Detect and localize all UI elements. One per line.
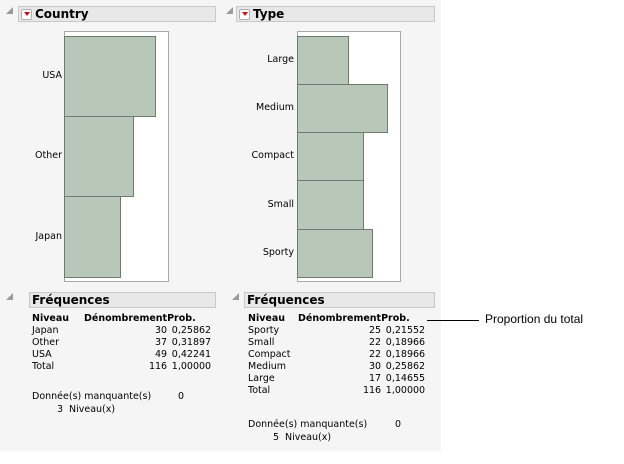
level: Compact xyxy=(248,349,291,360)
table-row: Medium 30 0,25862 xyxy=(248,361,425,373)
axis-label-small: Small xyxy=(267,199,294,210)
type-chart xyxy=(297,31,401,282)
count: 22 xyxy=(369,337,382,348)
missing-label: Donnée(s) manquante(s) xyxy=(248,419,368,430)
col-header-denombrement: Dénombrement xyxy=(298,313,382,324)
country-title: Country xyxy=(35,7,89,21)
table-row-total: Total 116 1,00000 xyxy=(32,361,211,373)
prob: 0,14655 xyxy=(385,373,426,384)
prob: 0,21552 xyxy=(385,325,426,336)
axis-label-japan: Japan xyxy=(35,231,63,242)
level: Other xyxy=(32,337,59,348)
country-chart xyxy=(64,31,169,282)
axis-label-compact: Compact xyxy=(251,150,295,161)
prob: 1,00000 xyxy=(171,361,212,372)
col-header-niveau: Niveau xyxy=(248,313,286,324)
bar-small[interactable] xyxy=(297,180,364,230)
table-row: USA 49 0,42241 xyxy=(32,349,211,361)
levels-label: Niveau(x) xyxy=(69,404,116,415)
col-header-prob: Prob. xyxy=(381,313,410,324)
country-frequences-table: Niveau Dénombrement Prob. Japan 30 0,258… xyxy=(32,313,211,373)
missing-value: 0 xyxy=(178,391,185,402)
prob: 0,25862 xyxy=(385,361,426,372)
count: 30 xyxy=(369,361,382,372)
table-row: Sporty 25 0,21552 xyxy=(248,325,425,337)
prob: 0,18966 xyxy=(385,337,426,348)
col-header-niveau: Niveau xyxy=(32,313,70,324)
count: 37 xyxy=(155,337,168,348)
table-row-total: Total 116 1,00000 xyxy=(248,385,425,397)
table-row: Japan 30 0,25862 xyxy=(32,325,211,337)
count: 49 xyxy=(155,349,168,360)
type-header[interactable]: Type xyxy=(236,6,435,22)
levels-label: Niveau(x) xyxy=(285,432,332,443)
axis-label-usa: USA xyxy=(42,70,62,81)
col-header-denombrement: Dénombrement xyxy=(84,313,168,324)
level: Medium xyxy=(248,361,286,372)
type-frequences-header[interactable]: Fréquences xyxy=(244,292,435,308)
bar-other[interactable] xyxy=(64,116,134,197)
frequences-title: Fréquences xyxy=(247,293,325,307)
disclosure-triangle-icon[interactable] xyxy=(6,293,13,300)
count: 116 xyxy=(148,361,168,372)
disclosure-triangle-icon[interactable] xyxy=(232,293,239,300)
prob: 0,42241 xyxy=(171,349,212,360)
axis-label-large: Large xyxy=(267,54,294,65)
count: 116 xyxy=(362,385,382,396)
missing-label: Donnée(s) manquante(s) xyxy=(32,391,152,402)
col-header-prob: Prob. xyxy=(167,313,196,324)
bar-japan[interactable] xyxy=(64,196,121,278)
levels-count: 3 xyxy=(57,404,64,415)
level: Sporty xyxy=(248,325,280,336)
level: Japan xyxy=(32,325,59,336)
count: 17 xyxy=(369,373,382,384)
axis-label-other: Other xyxy=(35,150,62,161)
prob: 0,18966 xyxy=(385,349,426,360)
count: 25 xyxy=(369,325,382,336)
count: 30 xyxy=(155,325,168,336)
red-triangle-menu-icon[interactable] xyxy=(239,8,250,20)
bar-medium[interactable] xyxy=(297,84,388,133)
table-row: Compact 22 0,18966 xyxy=(248,349,425,361)
prob: 0,25862 xyxy=(171,325,212,336)
axis-label-medium: Medium xyxy=(256,102,294,113)
bar-sporty[interactable] xyxy=(297,229,373,278)
prob: 1,00000 xyxy=(385,385,426,396)
axis-label-sporty: Sporty xyxy=(262,247,294,258)
table-row: Other 37 0,31897 xyxy=(32,337,211,349)
red-triangle-menu-icon[interactable] xyxy=(21,8,32,20)
level: Large xyxy=(248,373,275,384)
level: USA xyxy=(32,349,52,360)
bar-usa[interactable] xyxy=(64,36,156,117)
bar-large[interactable] xyxy=(297,36,349,85)
level: Total xyxy=(32,361,55,372)
prob: 0,31897 xyxy=(171,337,212,348)
disclosure-triangle-icon[interactable] xyxy=(6,7,13,14)
type-frequences-table: Niveau Dénombrement Prob. Sporty 25 0,21… xyxy=(248,313,425,397)
callout-label: Proportion du total xyxy=(485,312,584,326)
disclosure-triangle-icon[interactable] xyxy=(226,7,233,14)
level: Total xyxy=(248,385,271,396)
type-title: Type xyxy=(253,7,285,21)
count: 22 xyxy=(369,349,382,360)
level: Small xyxy=(248,337,275,348)
callout-line xyxy=(427,320,479,321)
frequences-title: Fréquences xyxy=(32,293,110,307)
bar-compact[interactable] xyxy=(297,132,364,181)
table-row: Large 17 0,14655 xyxy=(248,373,425,385)
country-header[interactable]: Country xyxy=(18,6,216,22)
levels-count: 5 xyxy=(273,432,280,443)
country-frequences-header[interactable]: Fréquences xyxy=(29,292,216,308)
missing-value: 0 xyxy=(395,419,402,430)
table-row: Small 22 0,18966 xyxy=(248,337,425,349)
